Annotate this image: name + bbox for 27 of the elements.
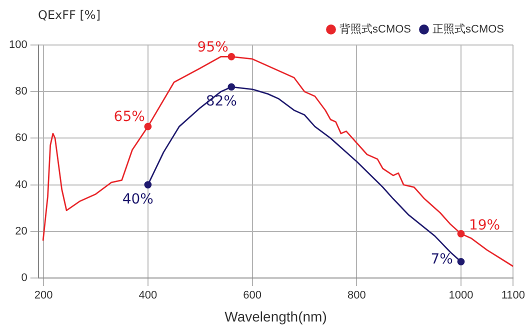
point: [228, 83, 236, 91]
y-tick-label: 40: [15, 178, 28, 191]
y-tick-label: 0: [21, 272, 28, 284]
y-tick-label: 60: [15, 132, 28, 144]
x-tick-label: 400: [138, 290, 158, 302]
point: [144, 181, 152, 188]
x-tick-label: 1100: [501, 290, 525, 302]
data-label: 40%: [122, 191, 154, 208]
point: [228, 52, 236, 60]
y-axis-title: QExFF [%]: [38, 8, 101, 22]
y-tick-label: 100: [8, 39, 28, 52]
point: [457, 230, 465, 238]
data-label: 19%: [468, 217, 500, 234]
point: [457, 258, 465, 266]
x-tick-label: 1000: [448, 290, 474, 302]
point: [144, 122, 152, 130]
x-axis-title: Wavelength(nm): [224, 308, 327, 324]
legend-label: 正照式sCMOS: [432, 22, 504, 36]
y-tick-label: 20: [15, 225, 28, 238]
x-tick-label: 800: [347, 290, 366, 302]
data-label: 7%: [430, 251, 453, 268]
data-label: 65%: [114, 109, 145, 126]
legend-label: 背照式sCMOS: [340, 22, 411, 36]
y-tick-label: 80: [15, 86, 28, 98]
data-label: 95%: [197, 39, 228, 56]
x-tick-label: 200: [34, 290, 53, 302]
x-tick-label: 600: [243, 290, 262, 302]
